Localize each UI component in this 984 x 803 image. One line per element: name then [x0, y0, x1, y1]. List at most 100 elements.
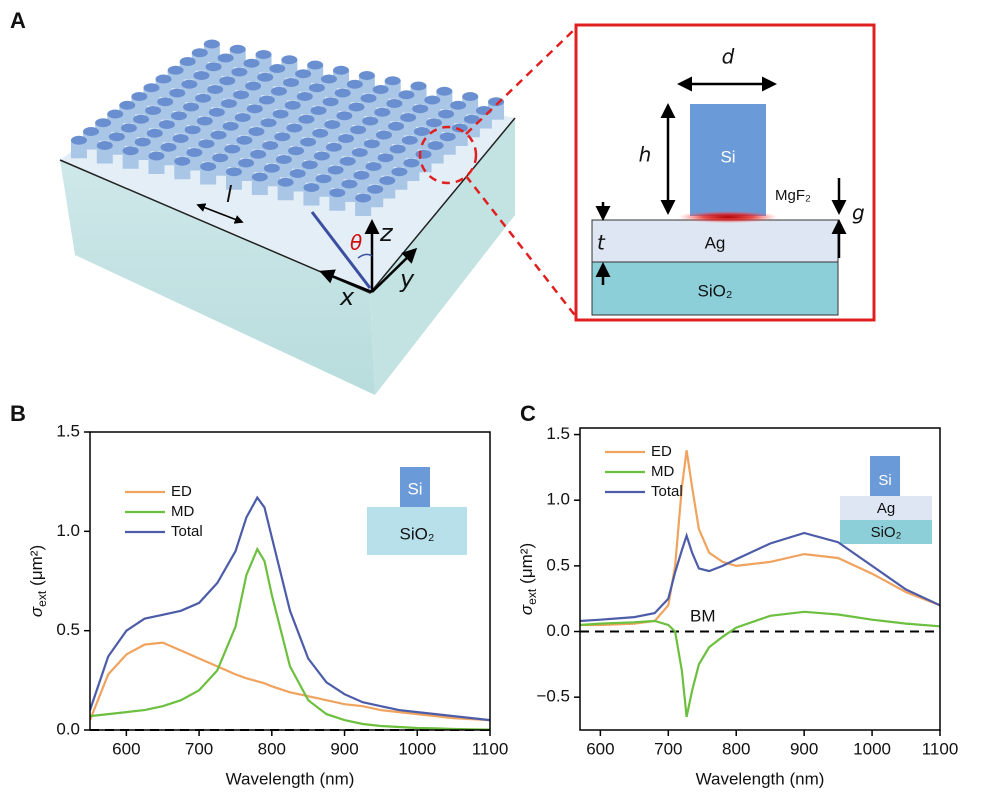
pillar-top: [322, 97, 339, 107]
d-label: d: [722, 45, 735, 69]
pillar: [308, 87, 325, 106]
pillar: [334, 93, 351, 111]
pillar: [224, 149, 241, 167]
pillar-top: [207, 85, 224, 94]
annotation: BM: [690, 606, 716, 625]
ag-label: Ag: [705, 233, 726, 252]
pillar-top: [362, 116, 379, 126]
pillar: [346, 84, 363, 103]
pillar: [246, 108, 263, 127]
x-tick-label: 600: [112, 739, 140, 758]
zoom-circle: [418, 125, 478, 185]
y-axis-title: σext (μm²): [27, 545, 49, 617]
inset-label: SiO₂: [400, 524, 435, 543]
pillar: [327, 170, 344, 188]
pillar: [339, 161, 356, 180]
pillar-top: [367, 184, 384, 194]
pillar-top: [346, 79, 363, 89]
pillar-top: [325, 142, 342, 152]
pillar: [312, 133, 329, 152]
pillar-top: [243, 58, 260, 68]
pillar: [233, 94, 250, 113]
pillar: [238, 163, 255, 181]
pillar-top: [308, 83, 325, 93]
x-tick-label: 900: [790, 739, 818, 758]
pillar: [70, 140, 87, 159]
pillar: [462, 96, 479, 115]
pillar-top: [324, 120, 341, 129]
pillar: [134, 142, 151, 160]
pillar-top: [229, 44, 246, 54]
pillar: [320, 79, 337, 97]
pillar: [146, 133, 163, 152]
pillar-top: [200, 162, 217, 171]
panel-label: A: [10, 8, 26, 33]
pillar-top: [203, 39, 220, 49]
pillar: [200, 166, 217, 185]
pillar: [120, 128, 137, 146]
pillar: [174, 161, 191, 180]
pillar: [410, 86, 427, 104]
pillar: [367, 189, 384, 208]
pillar: [391, 171, 408, 190]
pillar-top: [208, 107, 225, 117]
pillar: [350, 129, 367, 148]
pillar-top: [238, 158, 255, 168]
pillar-top: [225, 167, 242, 177]
pillar: [83, 131, 100, 150]
pillar-top: [315, 174, 332, 184]
pillar: [274, 136, 291, 155]
pillar: [108, 136, 125, 155]
pillar-top: [274, 132, 291, 142]
pillar: [186, 152, 203, 171]
gap-field: [678, 211, 778, 223]
y-axis-title-part: ext: [525, 588, 539, 605]
pillar: [275, 159, 292, 178]
x-tick-label: 700: [185, 739, 213, 758]
pillar: [169, 93, 186, 111]
pillar-top: [248, 127, 265, 136]
pillar-top: [329, 188, 346, 198]
pillar-top: [258, 95, 275, 105]
pillar-top: [353, 170, 370, 180]
pillar-top: [131, 92, 148, 101]
pillar-top: [333, 65, 350, 75]
pillar-top: [83, 127, 100, 136]
pillar: [231, 72, 248, 90]
pillar: [148, 156, 165, 174]
pillar-top: [250, 149, 267, 159]
inset-block: [840, 496, 932, 520]
pillar: [412, 108, 429, 127]
pillar: [95, 122, 112, 141]
pillar-top: [298, 114, 315, 124]
pillar-top: [108, 132, 125, 142]
y-axis-title-part: ext: [35, 590, 49, 607]
y-tick-label: 1.5: [56, 421, 80, 440]
panel-label: C: [520, 401, 536, 426]
pillar: [225, 171, 242, 190]
pillar: [119, 105, 136, 124]
pillar: [272, 114, 289, 132]
pillar: [365, 166, 382, 185]
pillar: [258, 100, 275, 118]
pillar: [303, 187, 320, 206]
pillar: [341, 184, 358, 202]
pillar-top: [191, 48, 208, 58]
pillar-top: [233, 90, 250, 100]
pillar: [298, 119, 315, 138]
pillar-top: [300, 137, 317, 147]
pillar: [377, 157, 394, 176]
pillar: [313, 156, 330, 174]
pillar-top: [122, 146, 139, 156]
y-axis-title-part: (μm²): [27, 545, 46, 586]
series-line: [90, 641, 490, 722]
pillar-top: [412, 104, 429, 114]
x-tick-label: 800: [258, 739, 286, 758]
sio2-layer: [591, 261, 839, 316]
plot: Si Ag SiO₂ ED MD Total BM 600 700 800 900 1000 1100 −…: [517, 424, 958, 788]
pillar-top: [334, 88, 351, 98]
pillar: [384, 80, 401, 99]
pillar-top: [463, 114, 480, 124]
pillar-top: [269, 64, 286, 73]
pillar: [283, 82, 300, 101]
